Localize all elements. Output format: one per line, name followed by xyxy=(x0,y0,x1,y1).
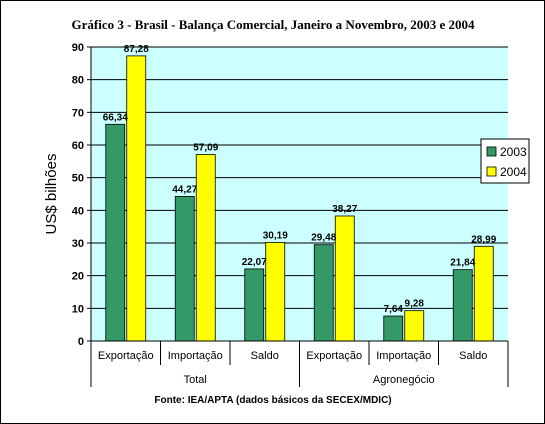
bar-2004 xyxy=(473,245,494,342)
plot-area xyxy=(91,47,508,341)
data-label-2003: 7,64 xyxy=(384,304,404,315)
legend-swatch-2003 xyxy=(486,146,497,157)
data-label-2004: 57,09 xyxy=(193,143,218,154)
y-tick-label: 10 xyxy=(72,303,84,315)
bar-2003 xyxy=(174,195,195,342)
bar-2003 xyxy=(383,315,404,342)
data-label-2003: 29,48 xyxy=(311,233,336,244)
data-label-2004: 28,99 xyxy=(471,234,496,245)
y-axis-label: US$ bilhões xyxy=(43,154,60,235)
bar-2004 xyxy=(126,55,147,342)
x-category-label: Exportação xyxy=(306,350,362,362)
y-tick-label: 20 xyxy=(72,271,84,283)
x-category-label: Saldo xyxy=(251,350,279,362)
gridlines xyxy=(91,46,508,309)
y-tick-label: 80 xyxy=(72,75,84,87)
bar-2003 xyxy=(313,244,334,342)
y-tick-label: 50 xyxy=(72,173,84,185)
legend: 2003 2004 xyxy=(480,138,530,184)
x-category-label: Importação xyxy=(376,350,431,362)
legend-swatch-2004 xyxy=(486,166,497,177)
x-category-label: Saldo xyxy=(459,350,487,362)
bar-2004 xyxy=(265,241,286,342)
x-category-label: Exportação xyxy=(98,350,154,362)
data-label-2003: 22,07 xyxy=(242,257,267,268)
legend-label-2004: 2004 xyxy=(500,165,527,179)
x-category-label: Importação xyxy=(168,350,223,362)
data-label-2003: 44,27 xyxy=(172,184,197,195)
bars xyxy=(105,55,494,342)
y-tick-labels: 0 10 20 30 40 50 60 70 80 90 xyxy=(72,42,84,348)
source-note: Fonte: IEA/APTA (dados básicos da SECEX/… xyxy=(154,395,391,406)
x-group-label: Total xyxy=(184,374,207,386)
bar-2003 xyxy=(452,269,473,342)
bar-2004 xyxy=(334,215,355,342)
chart-title: Gráfico 3 - Brasil - Balança Comercial, … xyxy=(72,17,475,32)
data-labels: 66,34 87,28 44,27 57,09 22,07 30,19 29,48 38,27… xyxy=(103,44,497,315)
bar-2004 xyxy=(195,154,216,342)
legend-label-2003: 2003 xyxy=(500,145,527,159)
bar-2003 xyxy=(244,268,265,342)
y-tick-label: 60 xyxy=(72,140,84,152)
data-label-2004: 87,28 xyxy=(124,44,149,55)
y-tick-label: 40 xyxy=(72,205,84,217)
data-label-2004: 30,19 xyxy=(263,230,288,241)
data-label-2004: 9,28 xyxy=(405,299,425,310)
y-tick-label: 30 xyxy=(72,238,84,250)
y-tick-label: 0 xyxy=(78,336,84,348)
data-label-2003: 66,34 xyxy=(103,112,128,123)
bar-2004 xyxy=(404,310,425,342)
bar-2003 xyxy=(105,123,126,342)
x-group-label: Agronegócio xyxy=(373,374,435,386)
data-label-2003: 21,84 xyxy=(450,258,475,269)
x-category-labels: Exportação Importação Saldo Exportação Impor… xyxy=(90,341,509,387)
y-tick-label: 90 xyxy=(72,42,84,54)
y-tick-label: 70 xyxy=(72,107,84,119)
data-label-2004: 38,27 xyxy=(332,204,357,215)
